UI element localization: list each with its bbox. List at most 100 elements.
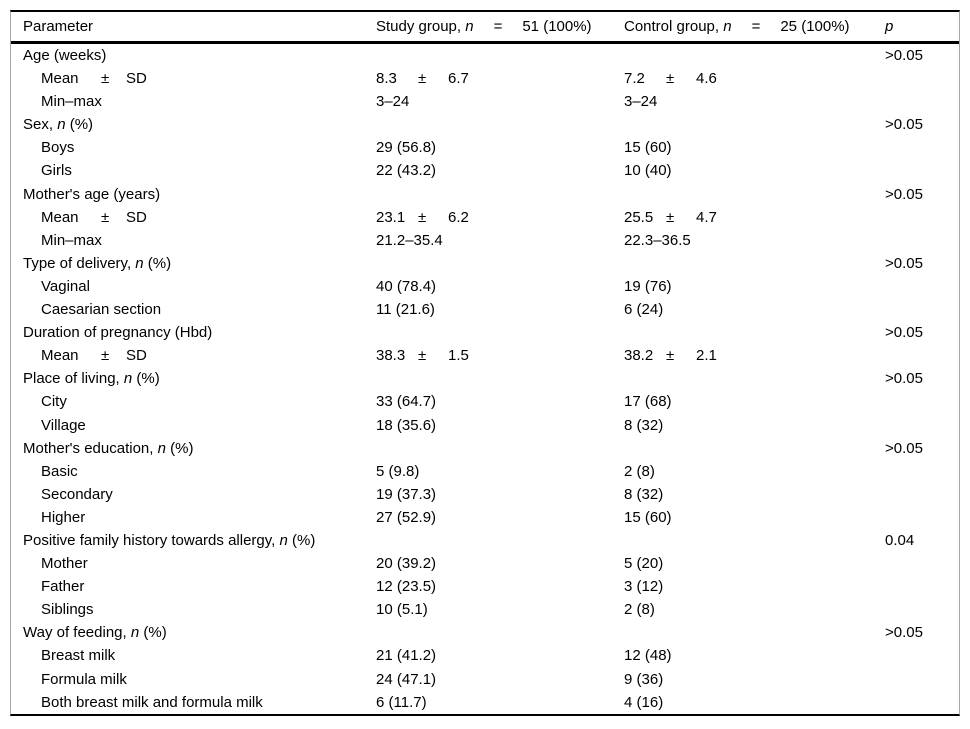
control-value-cell: 15 (60)	[624, 136, 885, 159]
parameter-text: SD	[126, 347, 147, 365]
p-value-cell: 0.04	[885, 529, 959, 552]
header-control-group: Control group, n = 25 (100%)	[624, 12, 885, 41]
study-value-cell	[376, 367, 624, 390]
header-parameter-label: Parameter	[23, 18, 94, 35]
parameter-cell: Mean ± SD	[11, 344, 376, 367]
parameter-text: Min–max	[41, 231, 102, 249]
control-value: 3–24	[624, 93, 658, 111]
header-p-label: p	[885, 18, 894, 35]
parameter-text: Caesarian section	[41, 301, 162, 319]
table-row: Place of living, n (%) >0.05	[11, 367, 959, 390]
table-row: Mother 20 (39.2) 5 (20)	[11, 552, 959, 575]
control-value-cell: 17 (68)	[624, 390, 885, 413]
p-value: >0.05	[885, 624, 923, 642]
study-value-cell: 29 (56.8)	[376, 136, 624, 159]
table-header: Parameter Study group, n = 51 (100%) Contr…	[11, 12, 959, 44]
study-value-cell: 5 (9.8)	[376, 460, 624, 483]
p-value-cell: >0.05	[885, 437, 959, 460]
study-value: 6 (11.7)	[376, 693, 427, 711]
p-value-cell	[885, 598, 959, 621]
header-study-prefix: Study group,	[376, 18, 466, 35]
study-value: 22 (43.2)	[376, 162, 437, 180]
control-value: 25.5	[624, 208, 654, 226]
parameter-text: (%)	[65, 116, 94, 134]
study-value: 5 (9.8)	[376, 462, 420, 480]
control-value-cell: 10 (40)	[624, 159, 885, 182]
parameter-text: Mean	[41, 70, 79, 88]
parameter-text: Mother's age (years)	[23, 185, 161, 203]
control-value-cell: 3–24	[624, 90, 885, 113]
control-value: 2.1	[696, 347, 717, 365]
study-value-cell	[376, 44, 624, 67]
parameter-text: Sex,	[23, 116, 58, 134]
study-value: 23.1	[376, 208, 406, 226]
table-row: Village 18 (35.6) 8 (32)	[11, 414, 959, 437]
control-value: 10 (40)	[624, 162, 672, 180]
parameter-text: Age (weeks)	[23, 47, 107, 64]
p-value-cell	[885, 644, 959, 667]
p-value-cell	[885, 575, 959, 598]
p-value-cell	[885, 344, 959, 367]
study-value-cell: 21.2–35.4	[376, 229, 624, 252]
table-row: Mean ± SD 8.3 ±6.7 7.2 ±4.6	[11, 67, 959, 90]
parameter-cell: Min–max	[11, 229, 376, 252]
p-value-cell	[885, 668, 959, 691]
parameter-cell: Way of feeding, n (%)	[11, 621, 376, 644]
parameter-text: Village	[41, 416, 86, 434]
table-body: Age (weeks) >0.05 Mean ± SD 8.3 ±6.7 7.2 ±4.6 Min…	[11, 44, 959, 714]
p-value-cell	[885, 390, 959, 413]
p-value-cell: >0.05	[885, 367, 959, 390]
control-value: 8 (32)	[624, 416, 664, 434]
table-row: Age (weeks) >0.05	[11, 44, 959, 67]
parameter-cell: Place of living, n (%)	[11, 367, 376, 390]
parameter-text: n	[130, 624, 140, 642]
table-row: Mother's age (years) >0.05	[11, 183, 959, 206]
study-value-cell: 40 (78.4)	[376, 275, 624, 298]
control-value-cell	[624, 113, 885, 136]
parameter-text: Positive family history towards allergy,	[23, 531, 280, 549]
header-study-count: 51 (100%)	[522, 18, 592, 35]
table-row: Both breast milk and formula milk 6 (11.7…	[11, 691, 959, 714]
control-value-cell: 9 (36)	[624, 668, 885, 691]
p-value-cell	[885, 483, 959, 506]
parameter-text: Place of living,	[23, 370, 124, 388]
study-value-cell	[376, 183, 624, 206]
parameter-cell: Formula milk	[11, 668, 376, 691]
control-value-cell: 12 (48)	[624, 644, 885, 667]
control-value-cell: 15 (60)	[624, 506, 885, 529]
study-value: 10 (5.1)	[376, 601, 428, 619]
parameter-text: SD	[126, 70, 147, 88]
study-value-cell: 6 (11.7)	[376, 691, 624, 714]
control-value-cell	[624, 321, 885, 344]
parameter-text: n	[157, 439, 166, 457]
study-value: 21.2–35.4	[376, 231, 443, 249]
parameter-cell: Father	[11, 575, 376, 598]
control-value: 2 (8)	[624, 462, 655, 480]
p-value-cell	[885, 67, 959, 90]
study-value-cell: 33 (64.7)	[376, 390, 624, 413]
parameter-cell: Mother's age (years)	[11, 183, 376, 206]
parameter-text: Mean	[41, 347, 79, 365]
control-value-cell: 19 (76)	[624, 275, 885, 298]
p-value-cell	[885, 275, 959, 298]
table-row: Min–max 21.2–35.4 22.3–36.5	[11, 229, 959, 252]
p-value: 0.04	[885, 531, 915, 549]
study-value-cell: 20 (39.2)	[376, 552, 624, 575]
table-row: Siblings 10 (5.1) 2 (8)	[11, 598, 959, 621]
parameter-cell: Sex, n (%)	[11, 113, 376, 136]
parameter-text: Siblings	[41, 601, 94, 619]
control-value: 5 (20)	[624, 555, 664, 573]
table-row: Girls 22 (43.2) 10 (40)	[11, 159, 959, 182]
parameter-text: n	[135, 254, 144, 272]
parameter-cell: Higher	[11, 506, 376, 529]
control-value-cell: 6 (24)	[624, 298, 885, 321]
header-control-prefix: Control group,	[624, 18, 724, 35]
header-p: p	[885, 12, 959, 41]
control-value-cell: 8 (32)	[624, 483, 885, 506]
header-control-equals: =	[751, 18, 761, 35]
study-value-cell: 24 (47.1)	[376, 668, 624, 691]
plus-minus-sign: ±	[666, 347, 675, 365]
parameter-text: SD	[126, 208, 147, 226]
plus-minus-sign: ±	[101, 347, 110, 365]
p-value-cell	[885, 229, 959, 252]
